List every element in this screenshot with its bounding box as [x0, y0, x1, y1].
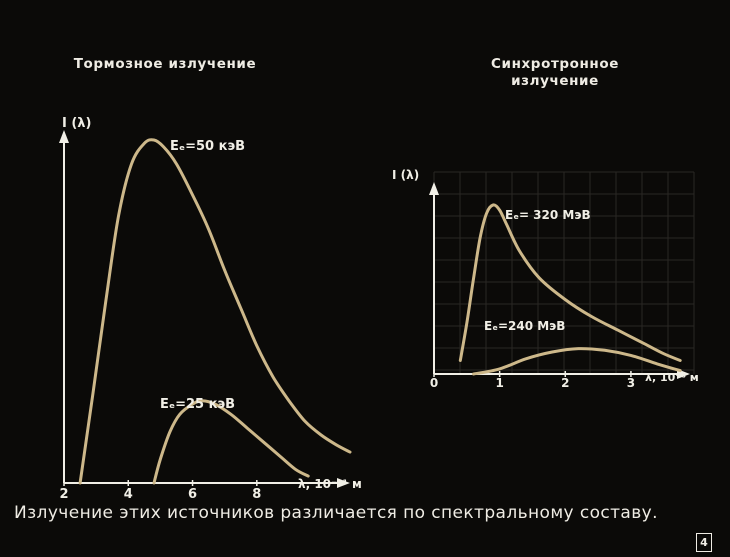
x-tick-label: 2 [59, 487, 68, 502]
series-line [78, 138, 352, 485]
x-tick-label: 2 [561, 376, 569, 390]
left-y-arrow [59, 130, 69, 143]
series-label: Eₑ=240 МэВ [484, 319, 565, 333]
slide-number: 4 [696, 533, 712, 552]
series-label: Eₑ=50 кэВ [170, 139, 245, 154]
series-line [458, 203, 682, 362]
x-tick-label: 6 [188, 487, 197, 502]
x-tick-label: 4 [124, 487, 133, 502]
right-y-label: I (λ) [392, 168, 419, 182]
left-x-arrow [337, 478, 350, 488]
left-chart-title: Тормозное излучение [73, 56, 257, 72]
right-x-label: λ, 10⁻⁸ м [645, 371, 699, 384]
x-tick-label: 8 [252, 487, 261, 502]
series-line [471, 347, 682, 376]
x-tick-label: 3 [627, 376, 635, 390]
right-chart-title: Синхротронное излучение [491, 56, 619, 89]
x-tick-label: 0 [430, 376, 438, 390]
left-x-label: λ, 10⁻¹¹ м [298, 477, 362, 491]
synchrotron-chart: I (λ) λ, 10⁻⁸ м 0 1 2 3 Eₑ= 320 МэВ Eₑ=240 Мэ… [392, 168, 699, 390]
slide-caption: Излучение этих источников различается по… [14, 503, 658, 523]
left-y-label: I (λ) [62, 116, 91, 131]
right-y-arrow [429, 182, 439, 195]
series-label: Eₑ=25 кэВ [160, 397, 235, 412]
series-line [152, 399, 310, 485]
x-tick-label: 1 [495, 376, 503, 390]
series-label: Eₑ= 320 МэВ [505, 208, 591, 222]
bremsstrahlung-chart: I (λ) λ, 10⁻¹¹ м 2 4 6 8 Eₑ=50 кэВ Eₑ=25 кэВ [59, 116, 362, 502]
